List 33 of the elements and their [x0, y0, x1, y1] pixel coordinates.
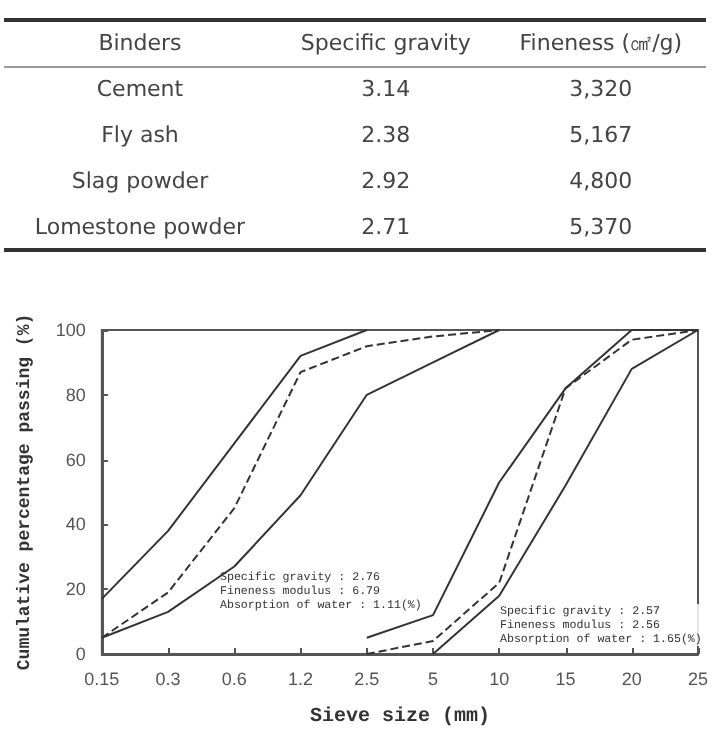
x-tick-label: 20: [621, 669, 642, 689]
x-tick-label: 15: [555, 669, 576, 689]
y-tick-label: 0: [75, 644, 86, 664]
text: Lomestone powder: [32, 211, 248, 243]
y-tick-label: 100: [55, 320, 86, 340]
text: 2.92: [359, 166, 413, 198]
x-tick-label: 0.15: [84, 669, 120, 689]
x-tick-label: 10: [489, 669, 510, 689]
y-tick-label: 80: [65, 384, 86, 405]
text: 5,370: [567, 211, 635, 243]
text: 2.38: [359, 120, 413, 152]
text: Cement: [94, 74, 186, 107]
text: 5,167: [567, 120, 635, 152]
y-axis-title: Cumulative percentage passing (%): [15, 313, 35, 671]
x-axis-title: Sieve size (mm): [309, 705, 490, 729]
text: Fly ash: [99, 120, 181, 152]
x-tick-label: 0.3: [155, 669, 181, 689]
y-tick-label: 40: [65, 514, 86, 535]
text: 3,320: [567, 74, 635, 107]
text: Binders: [4, 20, 276, 66]
x-tick-label: 25: [687, 669, 708, 689]
text: 4,800: [567, 166, 635, 198]
x-tick-label: 1.2: [288, 669, 314, 689]
text: Specific gravity: [275, 20, 496, 66]
text: 2.71: [359, 211, 413, 243]
x-tick-label: 2.5: [354, 669, 380, 689]
y-tick-label: 60: [65, 449, 86, 470]
x-tick-label: 0.6: [221, 669, 247, 689]
text: Fineness (㎠/g): [495, 20, 706, 66]
x-tick-label: 5: [428, 669, 439, 689]
text: Slag powder: [69, 166, 211, 198]
y-tick-label: 20: [65, 579, 86, 600]
text: 3.14: [359, 74, 413, 107]
